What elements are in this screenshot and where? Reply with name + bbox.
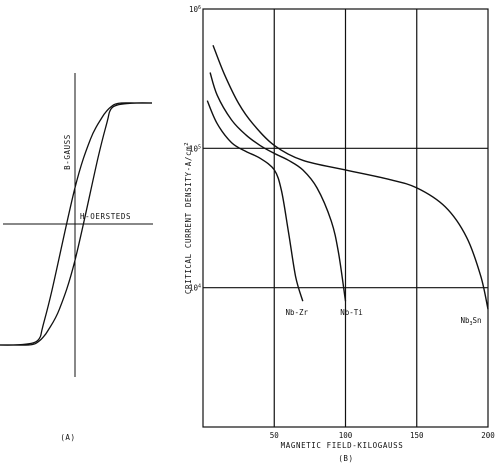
panel-a: B-GAUSS H-OERSTEDS (A)	[0, 73, 153, 442]
panel-b-curve-labels: Nb-Zr Nb-Ti Nb3Sn	[285, 308, 481, 327]
panel-b-y-label-main: CRITICAL CURRENT DENSITY-A/cm	[184, 146, 193, 294]
curve-label-nb-ti: Nb-Ti	[340, 308, 363, 317]
y-tick-label-2: 106	[189, 5, 201, 14]
panel-a-caption: (A)	[60, 433, 75, 442]
curve-nb-zr	[206, 100, 304, 302]
panel-b: 104 105 106 50 100 150 200 Nb-Zr Nb-Ti Nb3Sn CR…	[184, 5, 495, 463]
panel-b-curves	[206, 44, 489, 310]
panel-b-plot-frame	[202, 8, 489, 428]
panel-b-y-label: CRITICAL CURRENT DENSITY-A/cm2	[184, 142, 193, 294]
hysteresis-branch-descending	[0, 102, 153, 346]
x-tick-label-150: 150	[410, 431, 424, 440]
panel-b-x-label: MAGNETIC FIELD-KILOGAUSS	[281, 441, 404, 450]
panel-a-y-label: B-GAUSS	[63, 134, 72, 170]
x-tick-label-200: 200	[481, 431, 495, 440]
y-tick-label-1: 105	[189, 144, 201, 153]
curve-label-nb-zr: Nb-Zr	[285, 308, 308, 317]
curve-nb-ti	[209, 72, 347, 302]
hysteresis-loop	[0, 102, 153, 346]
panel-a-x-label: H-OERSTEDS	[80, 212, 131, 221]
panel-b-y-ticks: 104 105 106	[189, 5, 201, 293]
y-tick-label-0: 104	[189, 284, 201, 293]
x-tick-label-50: 50	[270, 431, 280, 440]
panel-b-grid	[203, 9, 488, 427]
hysteresis-branch-ascending	[0, 102, 152, 346]
panel-b-x-ticks: 50 100 150 200	[270, 431, 496, 440]
curve-nb3sn	[212, 44, 489, 310]
panel-b-y-label-sup: 2	[184, 142, 190, 146]
x-tick-label-100: 100	[339, 431, 353, 440]
curve-label-nb3sn: Nb3Sn	[460, 316, 481, 327]
panel-b-caption: (B)	[338, 454, 353, 463]
